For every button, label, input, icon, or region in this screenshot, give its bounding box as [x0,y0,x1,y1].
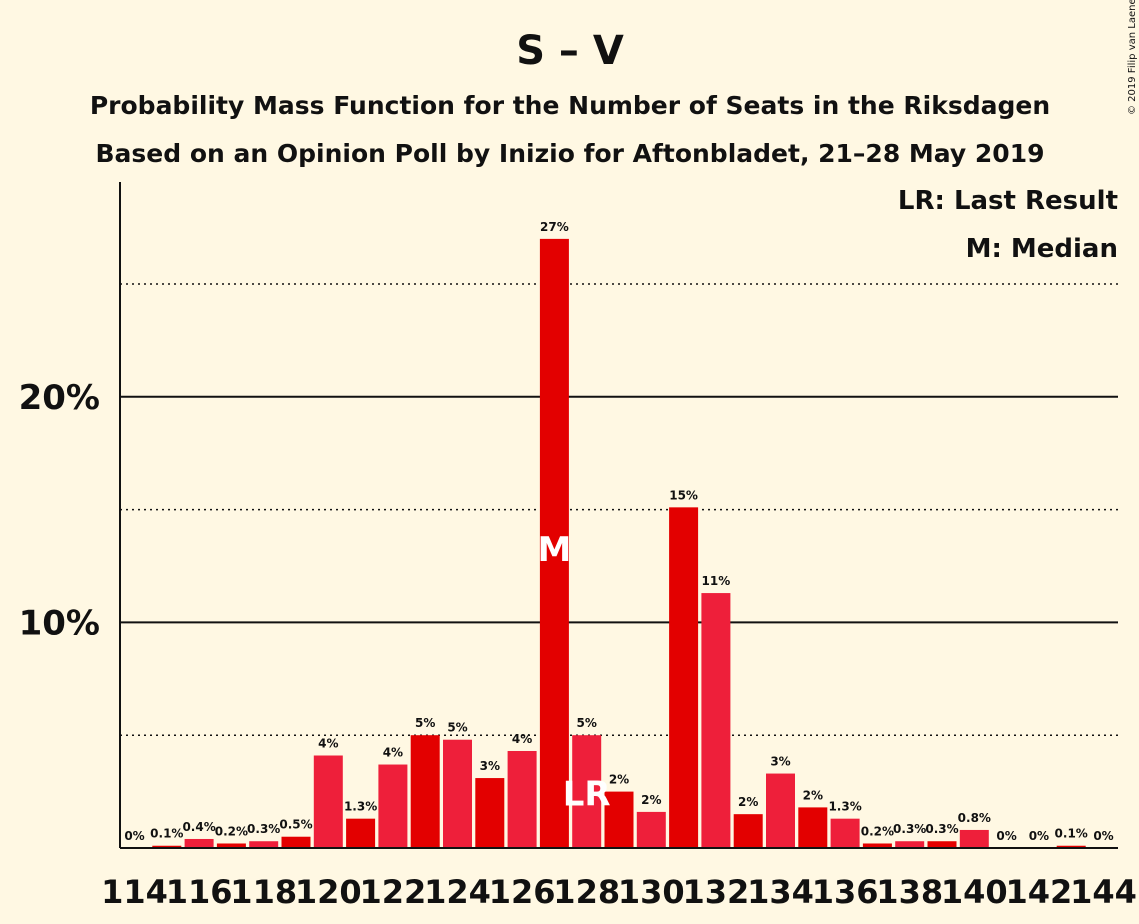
x-tick-label: 144 [1070,873,1137,911]
bar [1056,845,1086,848]
data-label: 0.3% [925,822,958,836]
x-tick-labels: 1141161181201221241261281301321341361381… [101,873,1137,911]
data-label: 3% [480,759,500,773]
x-tick-label: 116 [166,873,233,911]
bar [927,841,957,848]
x-tick-label: 126 [489,873,556,911]
data-label: 0% [1029,829,1049,843]
bar [830,818,860,848]
x-tick-label: 136 [812,873,879,911]
chart-title: S – V [516,28,624,74]
data-label: 0.3% [893,822,926,836]
data-label: 4% [318,737,338,751]
gridlines [120,283,1118,736]
data-label: 5% [415,716,435,730]
data-label: 0.1% [150,827,183,841]
data-label: 0.5% [279,818,312,832]
axes [119,182,1118,849]
bar [378,764,408,848]
bar [959,829,989,848]
data-label: 15% [669,488,698,502]
data-label: 2% [609,773,629,787]
data-label: 0.4% [182,820,215,834]
data-label: 3% [770,755,790,769]
bar [862,843,892,848]
x-tick-label: 132 [683,873,750,911]
bar [443,739,472,848]
copyright: © 2019 Filip van Laenen [1127,0,1138,115]
bar [636,811,666,848]
bar [766,773,795,848]
bar [895,841,925,848]
data-label: 0% [124,829,144,843]
x-tick-label: 114 [101,873,168,911]
bar [152,845,182,848]
x-tick-label: 118 [230,873,297,911]
bar [346,818,376,848]
bar [507,750,537,848]
bar [733,814,763,848]
y-tick-labels: 10% 20% [19,378,100,644]
data-label: 2% [738,795,758,809]
bar [669,507,699,848]
legend-last-result: LR: Last Result [898,186,1118,216]
bar [604,791,634,848]
bar [184,838,214,848]
data-label: 2% [803,788,823,802]
y-tick-label: 10% [19,603,100,643]
data-label: 4% [512,732,532,746]
data-label: 1.3% [344,800,377,814]
data-label: 4% [383,746,403,760]
data-label: 11% [702,574,731,588]
data-label: 0.2% [861,824,894,838]
bar [410,735,440,848]
x-tick-label: 142 [1006,873,1073,911]
last-result-marker: LR [563,775,611,815]
bar [701,593,731,848]
chart-subtitle-2: Based on an Opinion Poll by Inizio for A… [96,139,1045,168]
data-label: 2% [641,793,661,807]
x-tick-label: 134 [747,873,814,911]
bar [572,735,602,848]
bar [249,841,279,848]
data-label: 0.8% [958,811,991,825]
x-tick-label: 138 [876,873,943,911]
x-tick-label: 128 [553,873,620,911]
data-label: 0% [1093,829,1113,843]
data-label: 1.3% [828,800,861,814]
data-label: 5% [577,716,597,730]
y-tick-label: 20% [19,378,100,418]
x-tick-label: 122 [360,873,427,911]
bar [798,807,828,848]
x-tick-label: 130 [618,873,685,911]
legend-median: M: Median [966,234,1118,264]
x-tick-label: 120 [295,873,362,911]
x-tick-label: 124 [424,873,491,911]
median-marker: M [537,530,571,570]
bar [313,755,343,848]
x-tick-label: 140 [941,873,1008,911]
data-label: 0.2% [215,824,248,838]
data-label: 0.1% [1055,827,1088,841]
bar [539,238,569,848]
bar [216,843,246,848]
bar [475,778,505,848]
data-label: 0% [996,829,1016,843]
markers: M LR [537,530,610,815]
data-label: 0.3% [247,822,280,836]
bar-labels: 0% 0.1% 0.4% 0.2% 0.3% 0.5%4%1.3%4%5% 5%3%4%27… [124,220,1113,843]
data-label: 5% [447,721,467,735]
chart-subtitle-1: Probability Mass Function for the Number… [90,91,1050,120]
bar [281,836,311,848]
data-label: 27% [540,220,569,234]
bars [152,238,1086,848]
